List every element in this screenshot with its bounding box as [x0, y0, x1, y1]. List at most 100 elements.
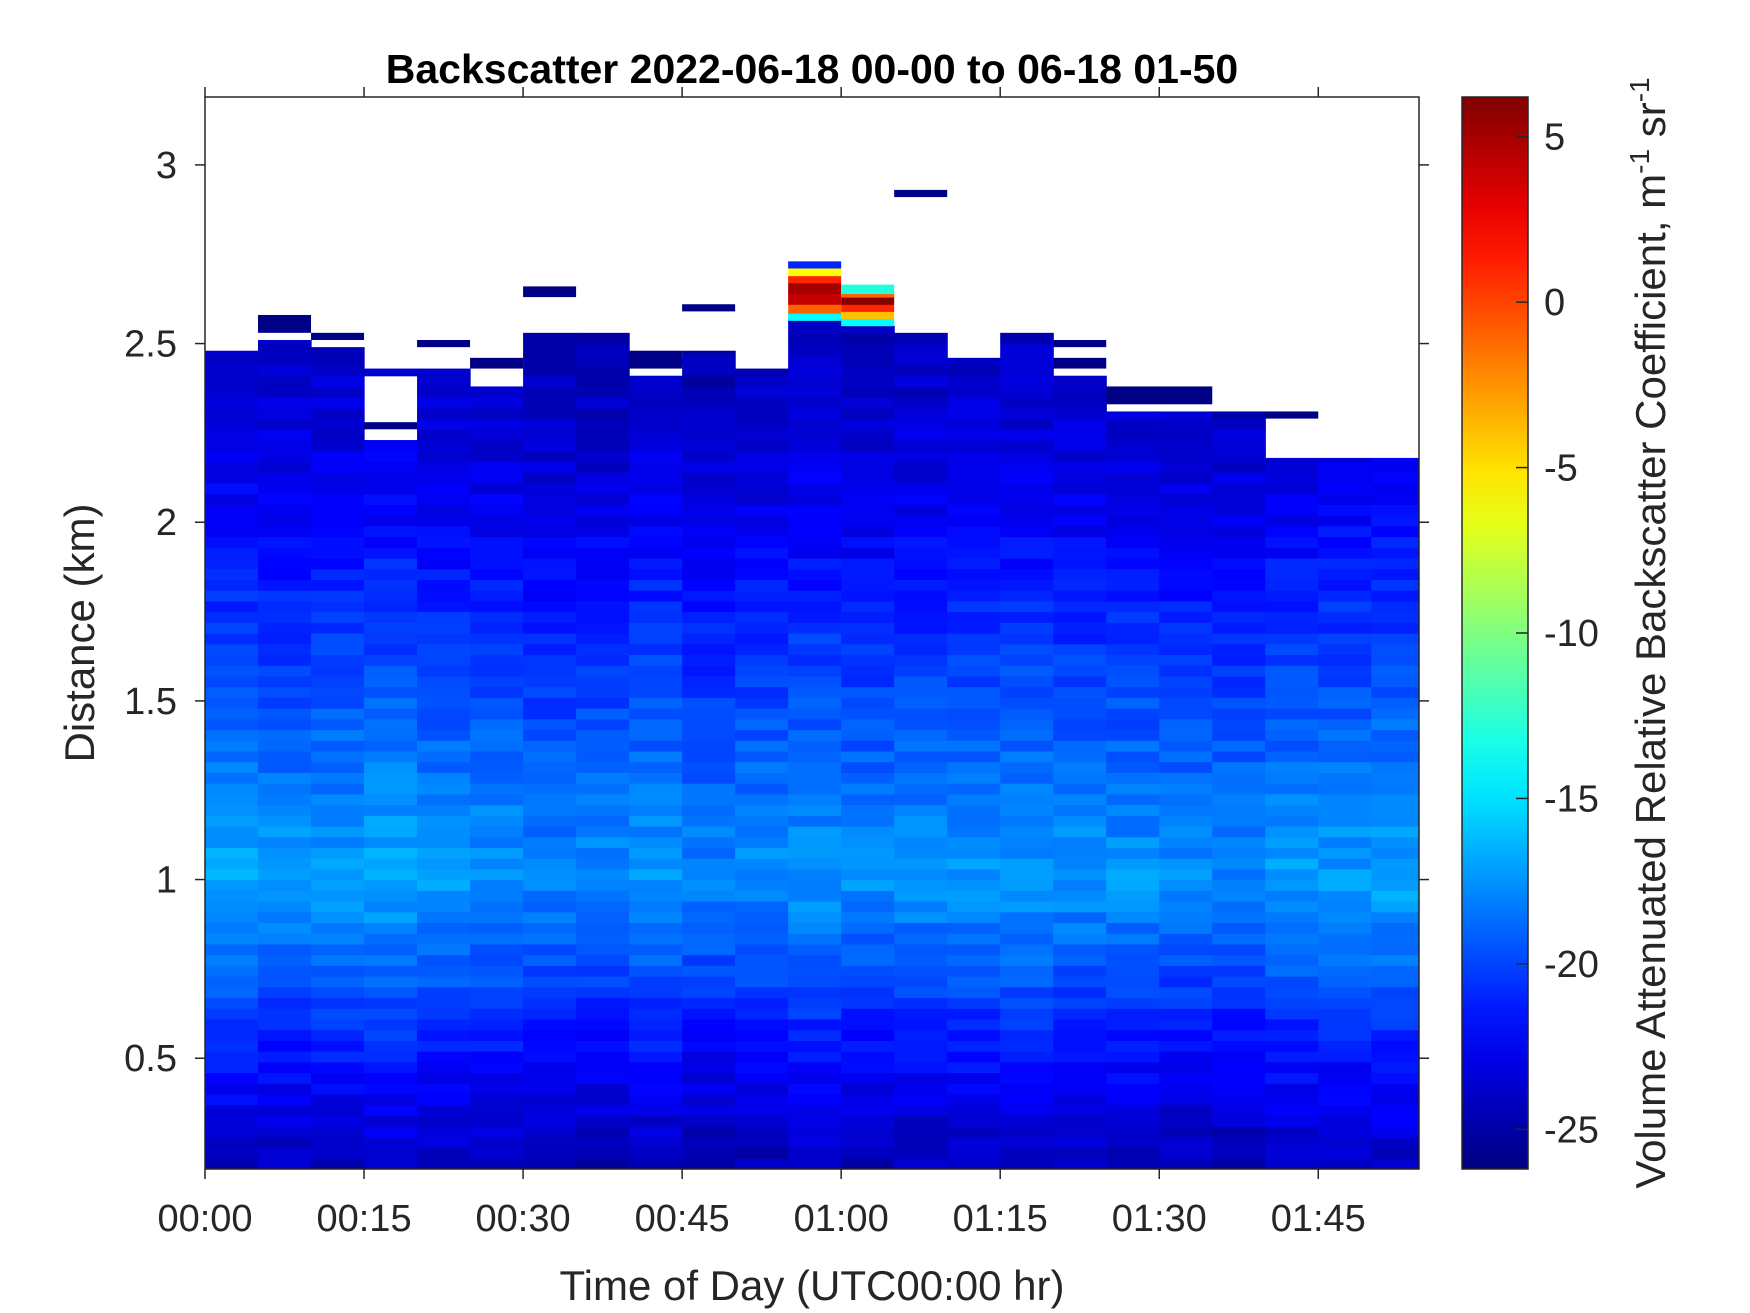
heatmap-cell — [1000, 804, 1054, 816]
heatmap-cell — [364, 879, 418, 891]
heatmap-cell — [258, 740, 312, 752]
heatmap-cell — [1371, 750, 1419, 763]
heatmap-cell — [1053, 547, 1107, 559]
heatmap-cell — [629, 772, 683, 784]
heatmap-cell — [682, 761, 736, 773]
heatmap-cell — [1371, 568, 1419, 580]
colorbar-tick-label: 5 — [1544, 117, 1565, 159]
heatmap-cell — [788, 911, 842, 924]
heatmap-cell — [523, 740, 577, 752]
heatmap-cell — [894, 386, 948, 398]
heatmap-cell — [682, 397, 736, 409]
heatmap-cell — [364, 890, 418, 902]
heatmap-cell — [788, 933, 842, 945]
heatmap-cell — [947, 1018, 1001, 1031]
heatmap-cell — [311, 922, 365, 934]
heatmap-cell — [364, 836, 418, 848]
heatmap-cell — [1159, 1158, 1213, 1169]
heatmap-cell — [629, 525, 683, 538]
heatmap-cell — [1371, 579, 1419, 591]
heatmap-cell — [1371, 729, 1419, 741]
heatmap-cell — [682, 482, 736, 495]
heatmap-cell — [629, 429, 683, 441]
heatmap-cell — [470, 1136, 524, 1149]
heatmap-cell — [311, 965, 365, 977]
heatmap-cell — [841, 525, 895, 538]
heatmap-cell — [894, 622, 948, 634]
heatmap-cell — [576, 557, 630, 570]
heatmap-cell — [629, 1158, 683, 1169]
heatmap-cell — [311, 633, 365, 645]
heatmap-cell — [947, 922, 1001, 934]
heatmap-cell — [735, 1040, 789, 1052]
heatmap-cell — [1212, 1093, 1266, 1106]
heatmap-cell — [1053, 965, 1107, 977]
heatmap-cell — [576, 375, 630, 388]
heatmap-cell — [1318, 461, 1372, 473]
heatmap-cell — [841, 418, 895, 430]
heatmap-cell — [1318, 858, 1372, 870]
heatmap-cell — [947, 783, 1001, 795]
heatmap-cell — [947, 1147, 1001, 1159]
heatmap-cell — [1265, 1147, 1319, 1159]
heatmap-cell — [258, 633, 312, 645]
heatmap-cell — [1318, 472, 1372, 484]
heatmap-cell — [470, 547, 524, 559]
heatmap-cell — [841, 665, 895, 677]
heatmap-cell — [311, 825, 365, 838]
heatmap-cell — [1318, 579, 1372, 591]
heatmap-cell — [682, 1147, 736, 1159]
heatmap-cell — [1318, 986, 1372, 999]
heatmap-cell — [1371, 740, 1419, 752]
heatmap-cell — [1106, 633, 1160, 645]
y-tick-label: 1.5 — [124, 681, 177, 723]
heatmap-cell — [1265, 461, 1319, 473]
heatmap-cell — [523, 557, 577, 570]
heatmap-cell — [1212, 579, 1266, 591]
heatmap-cell — [1318, 976, 1372, 988]
heatmap-cell — [1159, 493, 1213, 505]
heatmap-cell — [1159, 1040, 1213, 1052]
heatmap-cell — [364, 793, 418, 806]
heatmap-cell — [576, 879, 630, 891]
heatmap-cell — [1212, 600, 1266, 613]
heatmap-cell — [1159, 922, 1213, 934]
heatmap-cell — [682, 579, 736, 591]
heatmap-cell — [947, 976, 1001, 988]
heatmap-cell — [894, 654, 948, 666]
heatmap-cell — [311, 750, 365, 763]
heatmap-cell — [470, 1126, 524, 1138]
heatmap-cell — [1106, 836, 1160, 848]
heatmap-cell — [1265, 493, 1319, 505]
heatmap-cell — [947, 1104, 1001, 1116]
heatmap-cell — [629, 579, 683, 591]
heatmap-cell — [1159, 633, 1213, 645]
heatmap-cell — [841, 815, 895, 827]
heatmap-cell — [1265, 825, 1319, 838]
heatmap-cell — [1318, 750, 1372, 763]
heatmap-cell — [1106, 515, 1160, 527]
heatmap-cell — [205, 804, 259, 816]
heatmap-cell — [1053, 976, 1107, 988]
heatmap-cell — [894, 911, 948, 924]
heatmap-cell — [735, 750, 789, 763]
isolated-return-cell — [1106, 386, 1213, 405]
heatmap-cell — [841, 986, 895, 999]
heatmap-cell — [523, 547, 577, 559]
heatmap-cell — [417, 708, 471, 720]
heatmap-cell — [841, 1136, 895, 1149]
heatmap-cell — [629, 761, 683, 773]
heatmap-cell — [1212, 686, 1266, 698]
heatmap-cell — [841, 1115, 895, 1127]
heatmap-cell — [311, 868, 365, 881]
heatmap-cell — [1000, 718, 1054, 731]
heatmap-cell — [258, 933, 312, 945]
heatmap-cell — [788, 429, 842, 441]
heatmap-cell — [629, 440, 683, 452]
heatmap-cell — [788, 997, 842, 1009]
heatmap-cell — [417, 557, 471, 570]
heatmap-cell — [629, 847, 683, 859]
heatmap-cell — [523, 933, 577, 945]
heatmap-cell — [682, 557, 736, 570]
